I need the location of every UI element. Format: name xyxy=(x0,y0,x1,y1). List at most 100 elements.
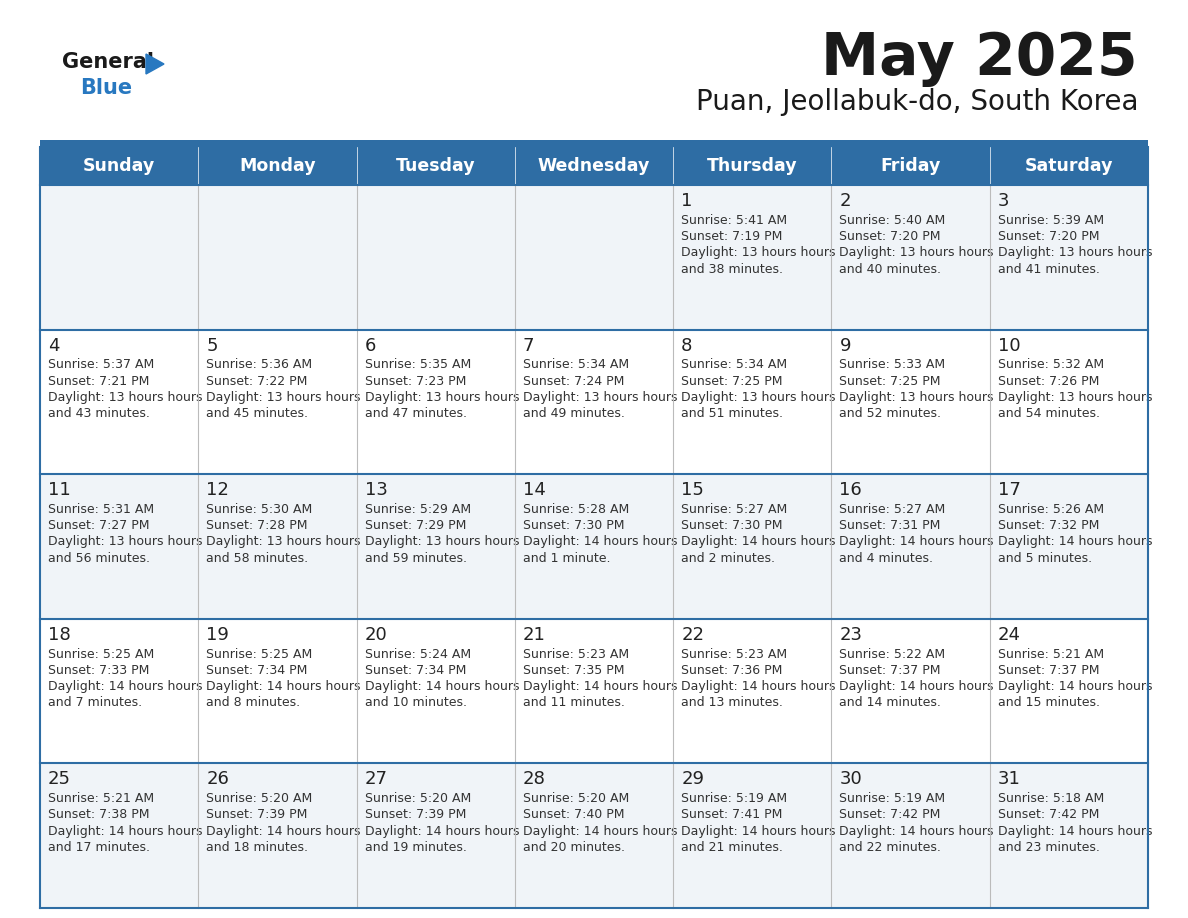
Text: 2: 2 xyxy=(840,192,851,210)
Bar xyxy=(990,330,1148,475)
Text: Sunset: 7:39 PM: Sunset: 7:39 PM xyxy=(207,809,308,822)
Bar xyxy=(832,475,990,619)
Bar xyxy=(198,330,356,475)
Text: Daylight: 13 hours hours: Daylight: 13 hours hours xyxy=(840,246,994,259)
Text: Sunrise: 5:25 AM: Sunrise: 5:25 AM xyxy=(48,647,154,660)
Text: Sunrise: 5:40 AM: Sunrise: 5:40 AM xyxy=(840,214,946,227)
Text: Sunset: 7:23 PM: Sunset: 7:23 PM xyxy=(365,375,466,387)
Text: Daylight: 14 hours hours: Daylight: 14 hours hours xyxy=(998,824,1152,837)
Text: 22: 22 xyxy=(681,626,704,644)
Text: and 52 minutes.: and 52 minutes. xyxy=(840,407,941,420)
Text: Daylight: 14 hours hours: Daylight: 14 hours hours xyxy=(998,535,1152,548)
Text: Sunset: 7:39 PM: Sunset: 7:39 PM xyxy=(365,809,466,822)
Text: 3: 3 xyxy=(998,192,1010,210)
Text: Sunrise: 5:21 AM: Sunrise: 5:21 AM xyxy=(998,647,1104,660)
Bar xyxy=(198,185,356,330)
Text: Sunrise: 5:36 AM: Sunrise: 5:36 AM xyxy=(207,358,312,371)
Bar xyxy=(674,475,832,619)
Polygon shape xyxy=(146,54,164,74)
Text: Daylight: 13 hours hours: Daylight: 13 hours hours xyxy=(681,391,835,404)
Text: Daylight: 13 hours hours: Daylight: 13 hours hours xyxy=(365,535,519,548)
Text: Sunset: 7:37 PM: Sunset: 7:37 PM xyxy=(840,664,941,677)
Text: Daylight: 13 hours hours: Daylight: 13 hours hours xyxy=(523,391,677,404)
Text: 16: 16 xyxy=(840,481,862,499)
Text: and 22 minutes.: and 22 minutes. xyxy=(840,841,941,854)
Bar xyxy=(514,475,674,619)
Text: Sunset: 7:21 PM: Sunset: 7:21 PM xyxy=(48,375,150,387)
Text: Sunset: 7:31 PM: Sunset: 7:31 PM xyxy=(840,520,941,532)
Text: Sunrise: 5:22 AM: Sunrise: 5:22 AM xyxy=(840,647,946,660)
Bar xyxy=(990,475,1148,619)
Text: Sunrise: 5:19 AM: Sunrise: 5:19 AM xyxy=(681,792,788,805)
Text: Sunrise: 5:33 AM: Sunrise: 5:33 AM xyxy=(840,358,946,371)
Text: Friday: Friday xyxy=(880,157,941,175)
Bar xyxy=(990,764,1148,908)
Text: Sunrise: 5:21 AM: Sunrise: 5:21 AM xyxy=(48,792,154,805)
Text: 18: 18 xyxy=(48,626,71,644)
Text: and 17 minutes.: and 17 minutes. xyxy=(48,841,150,854)
Bar xyxy=(674,147,832,185)
Text: and 5 minutes.: and 5 minutes. xyxy=(998,552,1092,565)
Bar xyxy=(832,619,990,764)
Text: 17: 17 xyxy=(998,481,1020,499)
Text: and 59 minutes.: and 59 minutes. xyxy=(365,552,467,565)
Text: Sunday: Sunday xyxy=(83,157,156,175)
Bar xyxy=(990,185,1148,330)
Bar xyxy=(198,619,356,764)
Text: and 13 minutes.: and 13 minutes. xyxy=(681,697,783,710)
Text: Daylight: 13 hours hours: Daylight: 13 hours hours xyxy=(840,391,994,404)
Text: Sunset: 7:35 PM: Sunset: 7:35 PM xyxy=(523,664,625,677)
Text: 11: 11 xyxy=(48,481,71,499)
Text: Sunrise: 5:39 AM: Sunrise: 5:39 AM xyxy=(998,214,1104,227)
Text: Daylight: 14 hours hours: Daylight: 14 hours hours xyxy=(365,824,519,837)
Text: Daylight: 14 hours hours: Daylight: 14 hours hours xyxy=(48,680,202,693)
Bar xyxy=(674,764,832,908)
Text: and 10 minutes.: and 10 minutes. xyxy=(365,697,467,710)
Text: Sunset: 7:24 PM: Sunset: 7:24 PM xyxy=(523,375,624,387)
Text: Sunset: 7:29 PM: Sunset: 7:29 PM xyxy=(365,520,466,532)
Text: Sunset: 7:38 PM: Sunset: 7:38 PM xyxy=(48,809,150,822)
Text: Sunrise: 5:34 AM: Sunrise: 5:34 AM xyxy=(681,358,788,371)
Bar xyxy=(514,764,674,908)
Text: May 2025: May 2025 xyxy=(821,30,1138,87)
Text: Daylight: 14 hours hours: Daylight: 14 hours hours xyxy=(523,535,677,548)
Text: and 40 minutes.: and 40 minutes. xyxy=(840,263,941,275)
Bar xyxy=(514,619,674,764)
Text: 4: 4 xyxy=(48,337,59,354)
Text: and 20 minutes.: and 20 minutes. xyxy=(523,841,625,854)
Text: Daylight: 14 hours hours: Daylight: 14 hours hours xyxy=(207,680,361,693)
Text: Sunset: 7:42 PM: Sunset: 7:42 PM xyxy=(998,809,1099,822)
Text: Daylight: 14 hours hours: Daylight: 14 hours hours xyxy=(365,680,519,693)
Bar xyxy=(40,140,1148,147)
Bar xyxy=(40,147,198,185)
Text: and 51 minutes.: and 51 minutes. xyxy=(681,407,783,420)
Bar xyxy=(514,185,674,330)
Text: 8: 8 xyxy=(681,337,693,354)
Text: 7: 7 xyxy=(523,337,535,354)
Text: Sunset: 7:32 PM: Sunset: 7:32 PM xyxy=(998,520,1099,532)
Text: Daylight: 14 hours hours: Daylight: 14 hours hours xyxy=(681,680,835,693)
Text: Sunrise: 5:30 AM: Sunrise: 5:30 AM xyxy=(207,503,312,516)
Bar xyxy=(356,764,514,908)
Bar xyxy=(356,330,514,475)
Text: Sunset: 7:25 PM: Sunset: 7:25 PM xyxy=(840,375,941,387)
Text: Sunrise: 5:32 AM: Sunrise: 5:32 AM xyxy=(998,358,1104,371)
Text: Sunrise: 5:41 AM: Sunrise: 5:41 AM xyxy=(681,214,788,227)
Text: and 38 minutes.: and 38 minutes. xyxy=(681,263,783,275)
Text: 21: 21 xyxy=(523,626,545,644)
Bar xyxy=(356,475,514,619)
Text: Daylight: 13 hours hours: Daylight: 13 hours hours xyxy=(365,391,519,404)
Text: Sunset: 7:30 PM: Sunset: 7:30 PM xyxy=(681,520,783,532)
Text: 15: 15 xyxy=(681,481,704,499)
Text: and 7 minutes.: and 7 minutes. xyxy=(48,697,143,710)
Text: Sunrise: 5:20 AM: Sunrise: 5:20 AM xyxy=(523,792,630,805)
Text: Sunset: 7:42 PM: Sunset: 7:42 PM xyxy=(840,809,941,822)
Text: Daylight: 13 hours hours: Daylight: 13 hours hours xyxy=(207,535,361,548)
Text: 29: 29 xyxy=(681,770,704,789)
Text: Sunset: 7:20 PM: Sunset: 7:20 PM xyxy=(998,230,1099,243)
Text: Daylight: 14 hours hours: Daylight: 14 hours hours xyxy=(840,680,994,693)
Text: Sunrise: 5:20 AM: Sunrise: 5:20 AM xyxy=(365,792,470,805)
Text: Sunrise: 5:27 AM: Sunrise: 5:27 AM xyxy=(681,503,788,516)
Text: Sunset: 7:37 PM: Sunset: 7:37 PM xyxy=(998,664,1099,677)
Text: Sunset: 7:41 PM: Sunset: 7:41 PM xyxy=(681,809,783,822)
